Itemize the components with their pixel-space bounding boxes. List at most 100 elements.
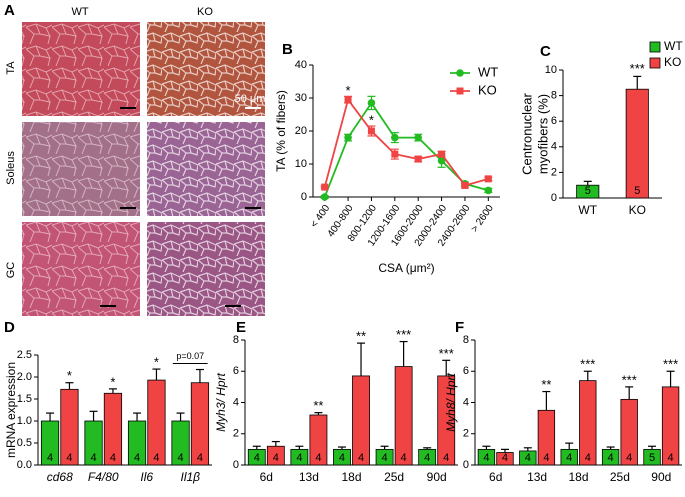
significance: * — [154, 355, 159, 370]
column-label: WT — [71, 6, 88, 18]
legend-label: KO — [478, 82, 497, 97]
marker — [367, 99, 376, 107]
significance: * — [110, 374, 115, 389]
y-tick-label: 0 — [463, 459, 469, 471]
n-label: 4 — [177, 452, 183, 464]
x-tick-label: > 2600 — [469, 203, 496, 235]
bar — [576, 184, 600, 199]
n-label: 4 — [47, 452, 53, 464]
y-tick-label: 8 — [463, 334, 469, 346]
marker — [414, 155, 422, 163]
y-tick-label: 20 — [295, 125, 307, 137]
y-axis-label: Myh8/ Hprt — [444, 372, 458, 431]
bar — [40, 420, 60, 466]
bar — [127, 420, 147, 466]
bar — [394, 366, 413, 466]
n-label: 4 — [90, 452, 96, 464]
x-tick-label: cd68 — [47, 470, 73, 484]
panel-letter: D — [4, 319, 15, 336]
x-tick-label: Il6 — [140, 470, 153, 484]
bar — [661, 386, 680, 466]
image-texture — [147, 222, 265, 316]
significance: *** — [622, 372, 637, 387]
bar — [266, 445, 285, 466]
bar — [171, 420, 190, 466]
bar — [477, 448, 496, 466]
y-tick-label: 4 — [233, 396, 239, 408]
n-label: 4 — [543, 452, 549, 464]
panel-letter: E — [236, 319, 246, 336]
bar — [519, 450, 537, 466]
significance: ** — [541, 377, 551, 392]
y-tick-label: 2 — [233, 428, 239, 440]
histology-images — [22, 22, 265, 316]
significance: * — [369, 112, 374, 127]
legend-label: WT — [664, 39, 683, 53]
x-tick-label: 13d — [527, 470, 547, 484]
column-label: KO — [197, 6, 213, 18]
x-tick-label: F4/80 — [88, 470, 119, 484]
x-tick-label: 18d — [568, 470, 588, 484]
y-tick-label: 6 — [463, 365, 469, 377]
y-tick-label: 10 — [545, 64, 557, 76]
y-tick-label: 0 — [551, 192, 557, 204]
x-tick-label: WT — [578, 203, 597, 217]
marker — [344, 133, 352, 142]
panel-letter: C — [540, 43, 551, 60]
x-tick-label: 90d — [427, 470, 447, 484]
y-tick-label: 0 — [233, 459, 239, 471]
n-label: 4 — [273, 452, 279, 464]
legend-label: WT — [478, 64, 498, 79]
panel-letter: F — [455, 319, 464, 336]
bar — [625, 88, 649, 199]
x-tick-label: 25d — [610, 470, 630, 484]
y-tick-label: 6 — [551, 115, 557, 127]
marker — [456, 87, 464, 95]
n-label: 4 — [197, 452, 203, 464]
significance: *** — [439, 346, 454, 361]
significance: *** — [396, 327, 411, 342]
marker — [438, 150, 446, 158]
n-label: 5 — [649, 452, 655, 464]
bar — [418, 448, 437, 466]
marker — [437, 156, 446, 165]
bar — [290, 448, 309, 466]
significance: *** — [630, 61, 645, 76]
legend-swatch — [649, 41, 661, 53]
legend-swatch — [649, 57, 661, 69]
bar — [579, 380, 597, 466]
significance: ** — [313, 398, 323, 413]
n-label: 4 — [110, 452, 116, 464]
n-label: 4 — [626, 452, 632, 464]
y-axis-label: Centronuclear — [519, 93, 534, 175]
y-tick-label: 8 — [233, 334, 239, 346]
y-tick-label: 1.0 — [17, 415, 32, 427]
n-label: 4 — [254, 452, 260, 464]
x-tick-label: 90d — [651, 470, 671, 484]
bar — [190, 382, 210, 466]
significance: p=0.07 — [176, 351, 204, 361]
n-label: 4 — [424, 452, 430, 464]
bar — [537, 409, 556, 466]
image-texture — [22, 22, 140, 116]
y-axis-label: myofibers (%) — [535, 94, 550, 174]
row-label: Soleus — [5, 151, 17, 185]
y-tick-label: 4 — [551, 141, 557, 153]
bar — [247, 448, 266, 466]
significance: * — [346, 83, 351, 98]
n-label: 4 — [153, 452, 159, 464]
n-label: 4 — [502, 452, 508, 464]
n-label: 4 — [525, 452, 531, 464]
legend-label: KO — [664, 55, 681, 69]
bar — [560, 448, 578, 466]
image-texture — [22, 222, 140, 316]
marker — [344, 96, 352, 104]
y-tick-label: 0.5 — [17, 437, 32, 449]
y-tick-label: 8 — [551, 90, 557, 102]
x-tick-label: 6d — [260, 470, 273, 484]
x-axis-label: CSA (μm²) — [378, 261, 434, 275]
image-texture — [147, 122, 265, 216]
bar — [84, 420, 103, 466]
marker — [321, 183, 329, 191]
